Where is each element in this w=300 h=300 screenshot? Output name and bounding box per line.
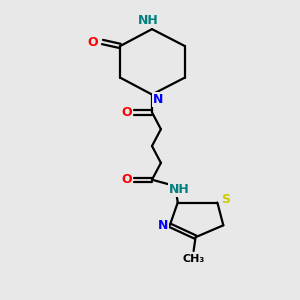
Text: N: N bbox=[158, 219, 168, 232]
Text: NH: NH bbox=[169, 183, 190, 196]
Text: CH₃: CH₃ bbox=[182, 254, 205, 264]
Text: NH: NH bbox=[138, 14, 158, 27]
Text: O: O bbox=[121, 173, 131, 186]
Text: S: S bbox=[221, 193, 230, 206]
Text: O: O bbox=[121, 106, 131, 119]
Text: O: O bbox=[87, 35, 98, 49]
Text: N: N bbox=[153, 93, 163, 106]
